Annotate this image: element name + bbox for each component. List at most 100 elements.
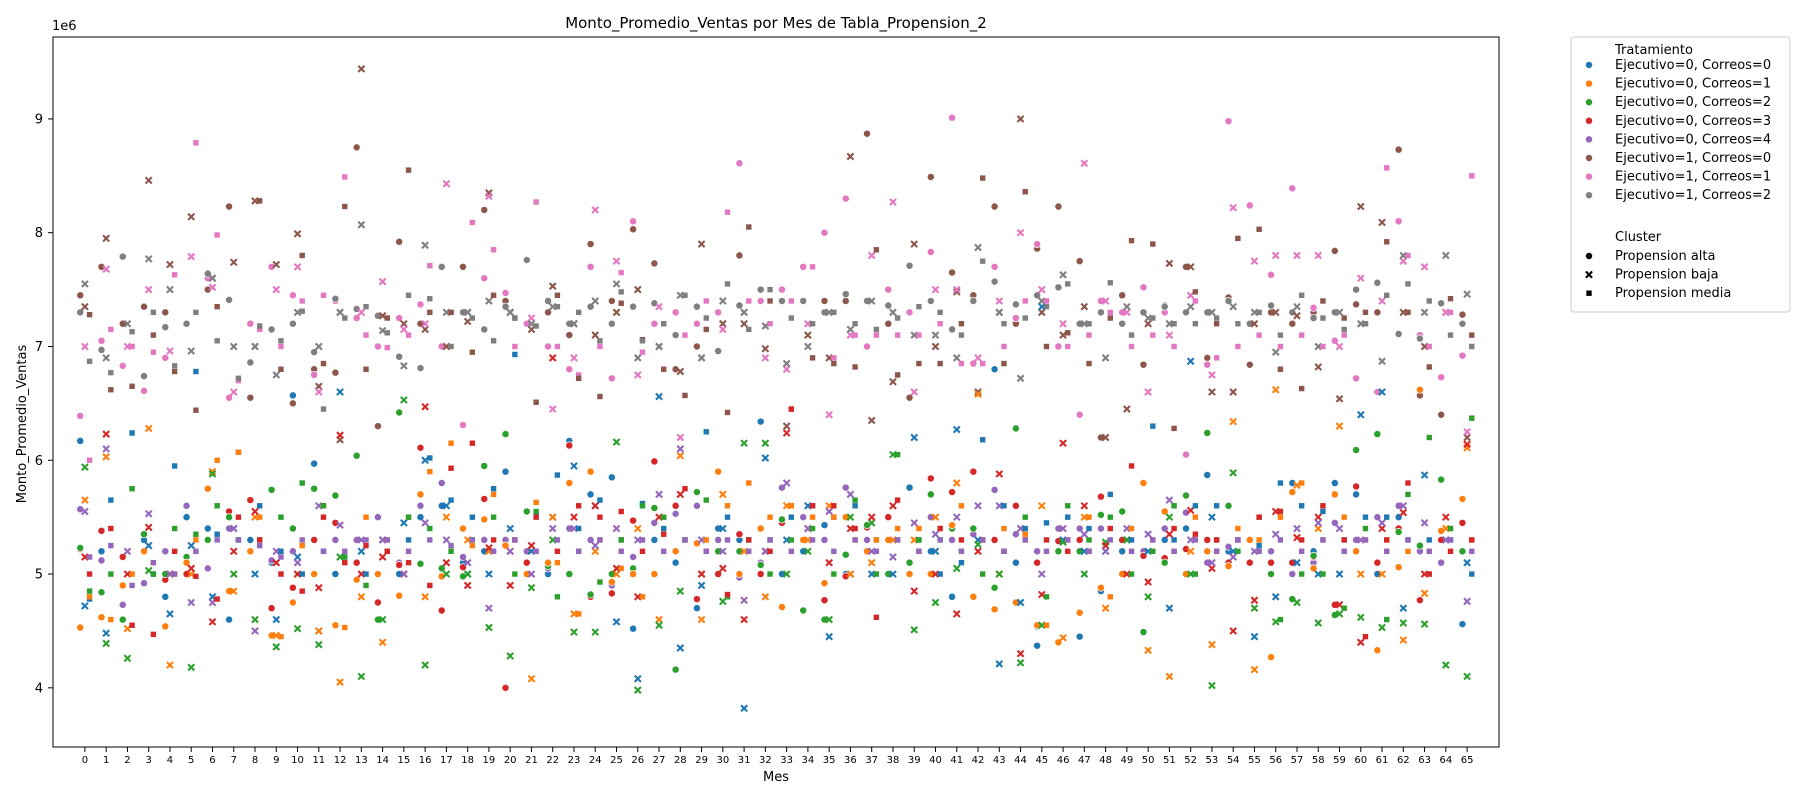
point-alta	[841, 550, 850, 559]
point-baja	[1399, 501, 1408, 510]
point-media	[1043, 303, 1050, 310]
point-media	[1150, 332, 1156, 338]
point-alta	[1139, 479, 1148, 487]
point-alta	[884, 319, 893, 328]
point-baja	[1399, 619, 1408, 627]
point-baja	[102, 453, 111, 461]
point-alta	[1182, 450, 1190, 459]
point-alta	[480, 535, 489, 544]
point-alta	[373, 598, 382, 607]
point-media	[1426, 434, 1432, 441]
legend-marker	[1585, 252, 1593, 260]
point-media	[1256, 537, 1262, 543]
point-alta	[395, 560, 404, 569]
point-baja	[697, 354, 706, 362]
point-media	[299, 542, 305, 549]
point-alta	[607, 589, 616, 598]
point-media	[1426, 571, 1432, 577]
point-baja	[272, 558, 281, 567]
x-tick-label: 28	[674, 755, 687, 766]
point-baja	[1165, 259, 1174, 268]
point-alta	[161, 353, 170, 362]
point-baja	[676, 490, 685, 499]
point-alta	[1330, 490, 1339, 499]
point-media	[193, 368, 199, 375]
point-media	[1298, 332, 1305, 338]
point-baja	[633, 285, 642, 294]
point-alta	[437, 262, 446, 271]
point-baja	[442, 536, 451, 544]
point-media	[618, 300, 624, 306]
point-alta	[948, 325, 957, 334]
point-media	[767, 298, 773, 304]
point-media	[597, 497, 603, 503]
point-alta	[990, 365, 999, 374]
point-media	[1235, 525, 1241, 532]
point-baja	[421, 661, 429, 669]
x-tick-label: 62	[1397, 755, 1410, 766]
point-media	[1469, 571, 1475, 577]
point-media	[1469, 537, 1475, 543]
point-alta	[1011, 424, 1020, 433]
point-alta	[1203, 547, 1212, 556]
point-media	[894, 497, 901, 503]
y-tick-label: 4	[35, 681, 43, 696]
point-baja	[421, 241, 429, 250]
point-alta	[1054, 342, 1063, 351]
legend-marker	[1585, 172, 1593, 181]
point-media	[1405, 281, 1411, 287]
point-media	[342, 624, 348, 631]
point-alta	[182, 513, 191, 522]
point-media	[1150, 423, 1156, 429]
point-media	[150, 631, 157, 638]
point-baja	[1314, 619, 1323, 627]
point-baja	[846, 152, 855, 161]
point-media	[618, 548, 624, 554]
point-alta	[607, 578, 616, 586]
point-baja	[1208, 513, 1216, 522]
point-alta	[948, 521, 957, 530]
point-baja	[1144, 319, 1152, 328]
point-baja	[1314, 251, 1323, 260]
point-baja	[697, 240, 706, 248]
point-media	[1235, 537, 1241, 543]
point-baja	[718, 524, 727, 533]
point-media	[533, 548, 539, 554]
point-media	[1341, 514, 1347, 520]
point-alta	[1245, 558, 1254, 567]
point-alta	[310, 484, 319, 493]
point-media	[1277, 343, 1284, 350]
point-alta	[288, 319, 297, 328]
point-media	[108, 571, 114, 577]
x-tick-label: 18	[461, 755, 474, 766]
point-baja	[761, 454, 770, 462]
point-baja	[676, 587, 685, 595]
point-baja	[889, 570, 897, 578]
x-tick-label: 24	[589, 755, 602, 766]
point-baja	[1463, 597, 1471, 606]
point-baja	[1101, 541, 1110, 550]
legend-marker	[1585, 135, 1593, 144]
point-baja	[952, 285, 961, 294]
point-alta	[1309, 551, 1318, 560]
point-media	[320, 514, 327, 520]
point-baja	[676, 451, 685, 460]
point-media	[108, 616, 114, 623]
point-media	[1192, 289, 1199, 295]
point-baja	[336, 388, 344, 396]
point-media	[661, 531, 667, 537]
point-baja	[1123, 405, 1131, 413]
point-alta	[225, 615, 234, 624]
point-baja	[251, 507, 259, 516]
point-alta	[969, 467, 978, 476]
axis-ticks: 0 1 2 3 4 5 6 7 8 9 10 11 12 13 14 15 16 17 18 19 20 21 22 23 24…	[35, 112, 1474, 766]
point-alta	[501, 683, 510, 692]
point-baja	[570, 628, 578, 636]
point-media	[894, 451, 901, 458]
point-baja	[251, 627, 259, 635]
point-baja	[867, 297, 876, 305]
point-alta	[1160, 524, 1169, 533]
point-alta	[948, 268, 957, 277]
point-media	[661, 548, 667, 554]
point-media	[831, 571, 837, 577]
